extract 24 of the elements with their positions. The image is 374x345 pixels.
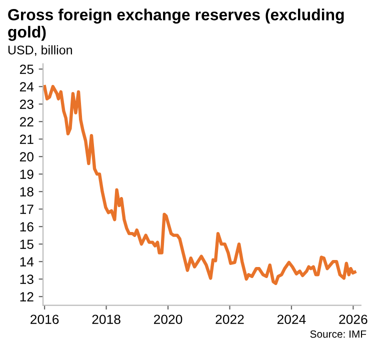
y-tick-label: 17 (20, 204, 34, 214)
source-note: Source: IMF (310, 330, 366, 338)
chart-title: Gross foreign exchange reserves (excluding gold) (8, 8, 344, 41)
x-tick-label: 2016 (30, 314, 59, 324)
y-tick-label: 24 (20, 82, 34, 92)
y-tick-label: 14 (20, 257, 34, 266)
x-tick-label: 2026 (339, 314, 368, 324)
y-tick-label: 25 (20, 64, 34, 74)
y-tick-label: 23 (20, 100, 34, 109)
y-axis-title: USD, billion (8, 45, 72, 56)
y-tick-label: 21 (20, 134, 34, 144)
y-tick-label: 16 (20, 222, 34, 232)
y-tick-label: 20 (20, 152, 34, 162)
y-tick-label: 13 (20, 274, 34, 284)
y-tick-label: 19 (20, 170, 34, 179)
y-tick-label: 18 (20, 187, 34, 196)
x-tick-label: 2022 (216, 314, 244, 324)
line-series (43, 84, 356, 286)
y-tick-label: 15 (20, 240, 34, 249)
y-tick-label: 22 (20, 117, 34, 126)
x-tick-label: 2020 (154, 314, 182, 324)
y-tick-label: 12 (20, 292, 34, 302)
x-tick-label: 2024 (277, 314, 306, 324)
x-tick-label: 2018 (92, 314, 120, 324)
